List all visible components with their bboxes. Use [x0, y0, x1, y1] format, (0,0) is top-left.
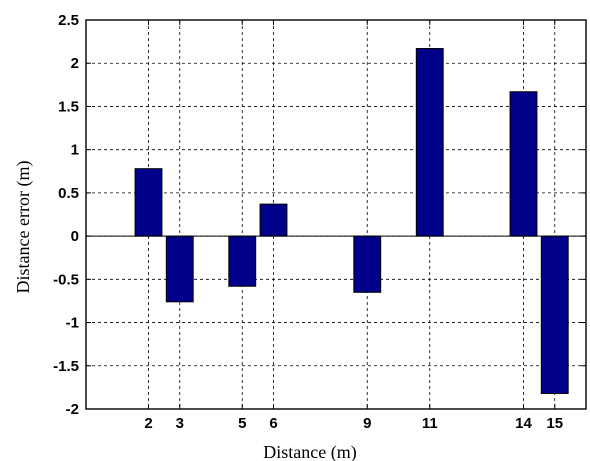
y-tick-label: -2	[66, 401, 79, 418]
bar-x-14	[509, 91, 538, 237]
y-tick-label: -1	[66, 315, 79, 332]
y-tick-label: 0	[71, 228, 79, 245]
x-tick-label: 15	[546, 415, 563, 432]
x-tick-label: 9	[363, 415, 371, 432]
x-tick-label: 5	[238, 415, 246, 432]
x-tick-label: 2	[144, 415, 152, 432]
y-tick-label: 2	[71, 55, 79, 72]
y-tick-label: 0.5	[58, 185, 79, 202]
plot-frame	[85, 19, 587, 410]
x-tick-label: 11	[422, 415, 438, 432]
y-axis-ticks: 2.5 2 1.5 1 0.5 0 -0.5 -1 -1.5 -2	[53, 12, 586, 418]
x-axis-ticks: 2 3 5 6 9 11 14 15	[144, 20, 563, 432]
x-tick-label: 6	[269, 415, 277, 432]
x-axis-title: Distance (m)	[263, 442, 356, 461]
x-tick-label: 3	[176, 415, 184, 432]
bar-x-5	[228, 235, 257, 287]
bar-group	[134, 48, 569, 394]
bar-x-6	[259, 203, 288, 237]
bar-x-9	[353, 235, 382, 293]
bar-x-2	[134, 168, 163, 237]
bar-x-11	[415, 48, 444, 237]
bar-x-3	[165, 235, 194, 303]
y-tick-label: 1	[71, 142, 79, 159]
y-tick-label: -1.5	[53, 358, 79, 375]
y-tick-label: 2.5	[58, 12, 79, 29]
y-tick-label: 1.5	[58, 98, 79, 115]
x-tick-label: 14	[515, 415, 532, 432]
y-axis-title: Distance error (m)	[13, 161, 34, 294]
y-tick-label: -0.5	[53, 271, 79, 288]
bar-x-15	[540, 235, 569, 394]
